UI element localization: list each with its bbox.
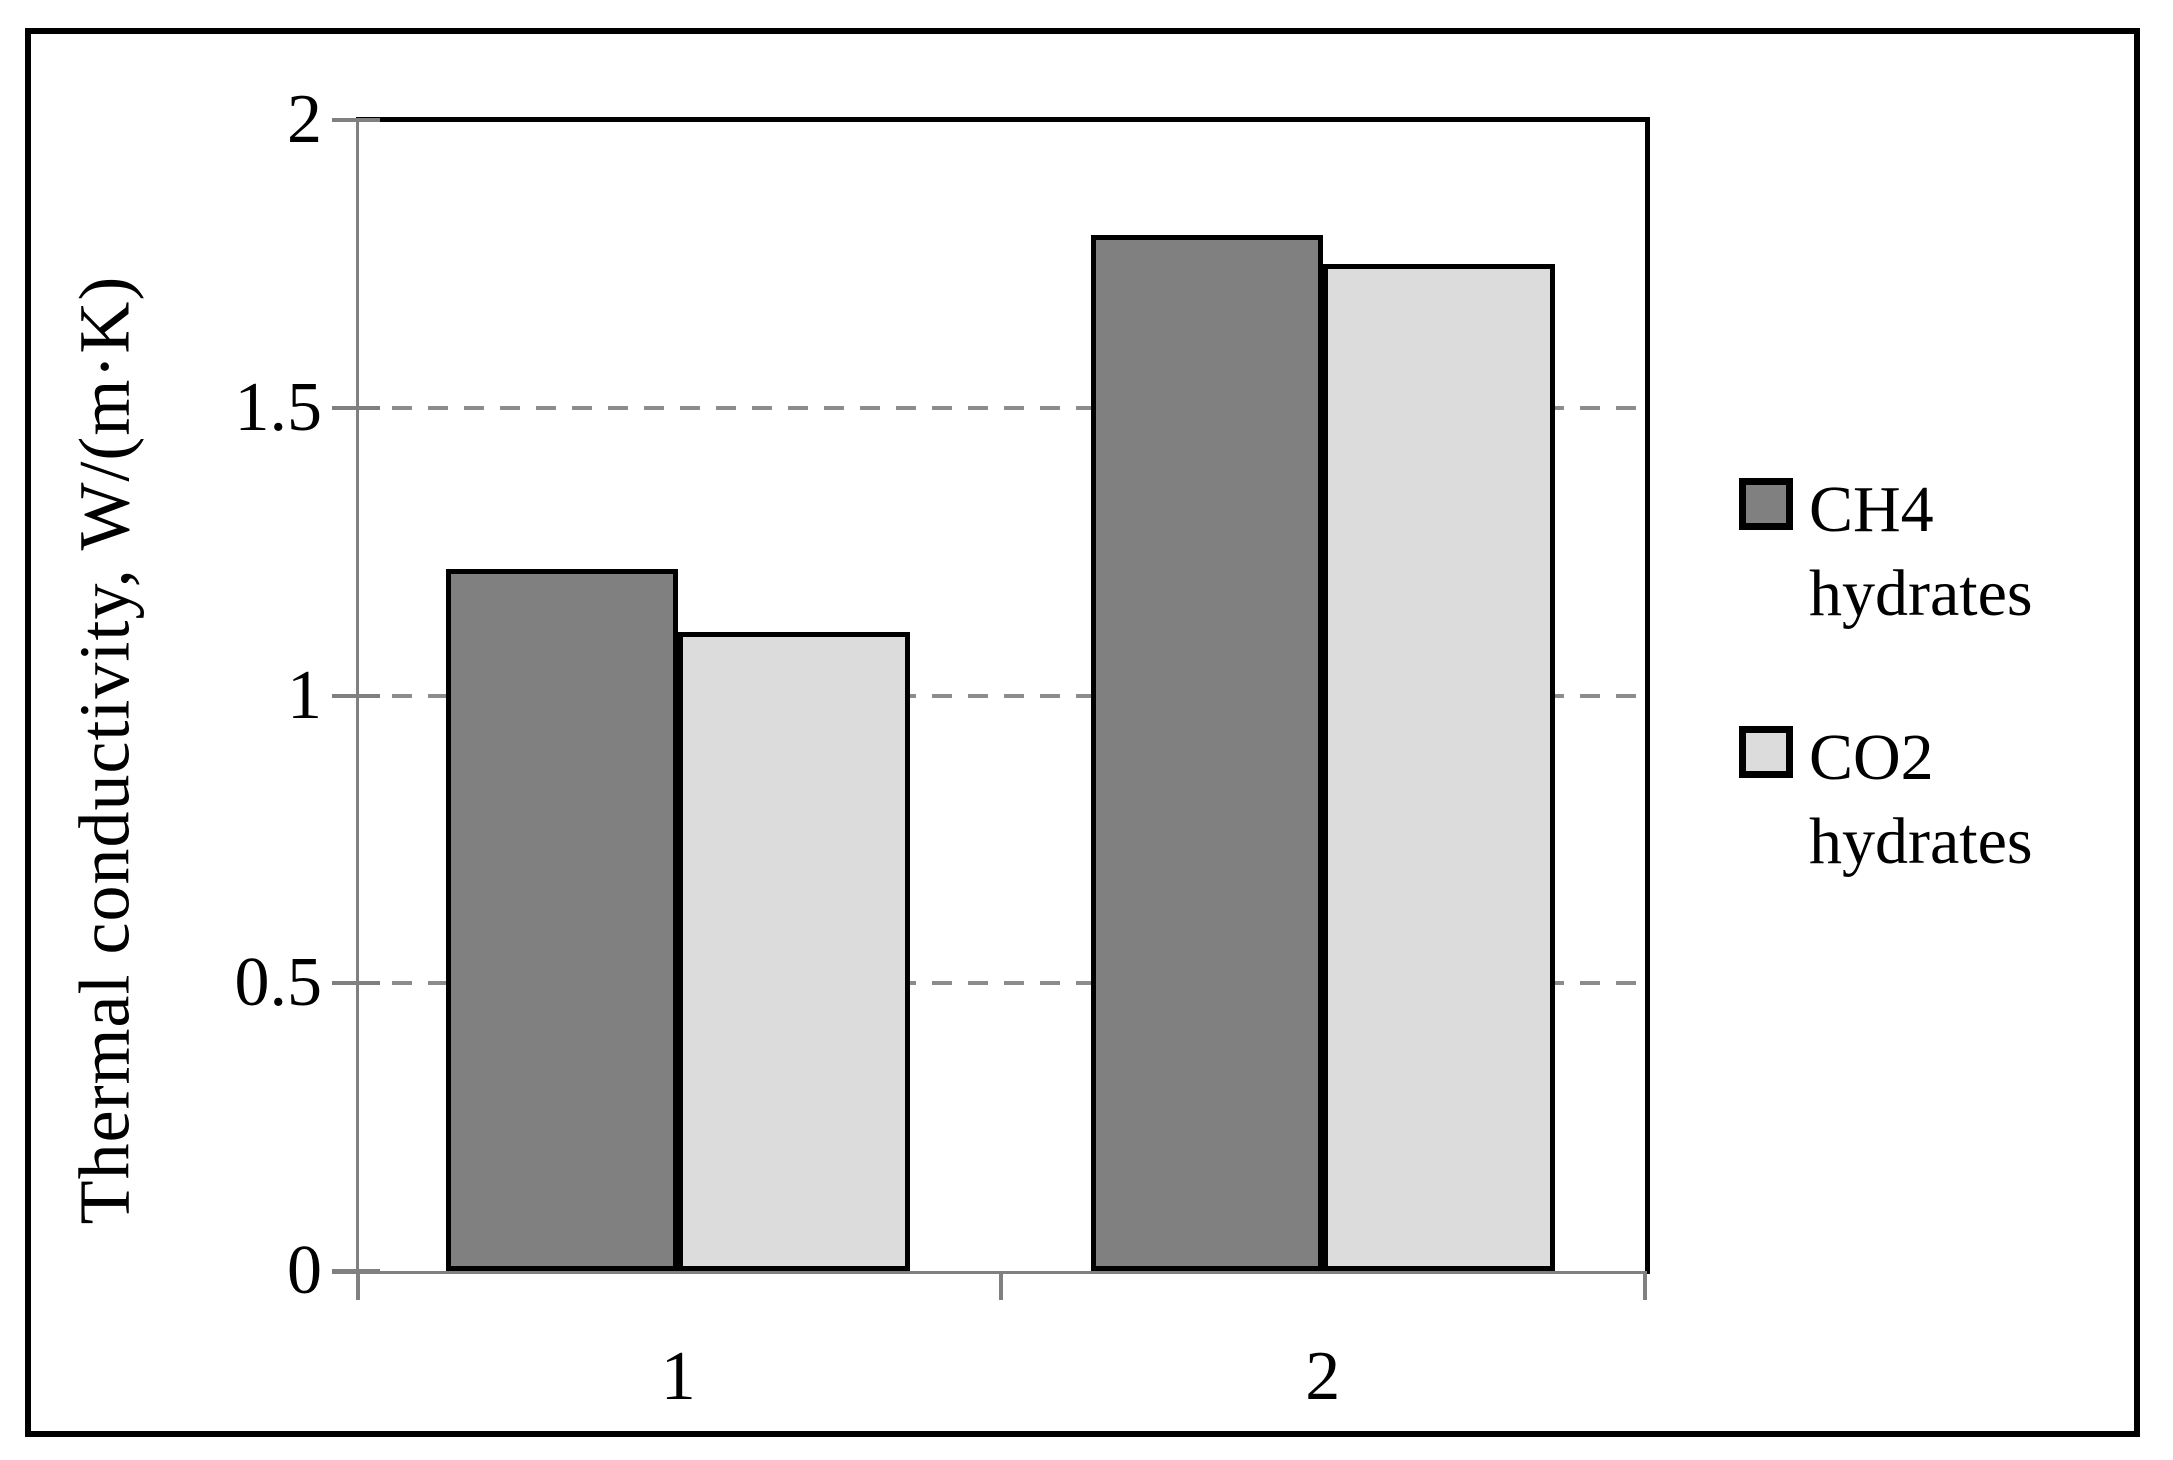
- legend-label: CH4 hydrates: [1809, 473, 2033, 630]
- y-axis-title: Thermal conductivity, W/(m·K): [64, 275, 145, 1225]
- legend-swatch-co2-icon: [1739, 726, 1793, 778]
- x-category-label-2: 2: [1305, 1338, 1341, 1415]
- legend-item-co2: CO2 hydrates: [1739, 716, 2089, 884]
- y-tick-label-2: 2: [287, 81, 322, 158]
- y-tick-label-0.5: 0.5: [234, 944, 323, 1022]
- x-axis-line: [332, 1271, 1645, 1274]
- bar-ch4-cat1: [446, 568, 679, 1271]
- legend-item-ch4: CH4 hydrates: [1739, 468, 2089, 636]
- gridline-y-0.5: [356, 981, 1645, 986]
- x-tick-0: [356, 1271, 360, 1300]
- y-tick-1: [332, 693, 380, 698]
- x-category-label-1: 1: [660, 1338, 696, 1415]
- bar-co2-cat1: [678, 632, 911, 1271]
- gridline-y-1: [356, 693, 1645, 698]
- y-tick-1.5: [332, 405, 380, 410]
- y-tick-0.5: [332, 981, 380, 986]
- x-tick-1: [998, 1271, 1003, 1300]
- legend-swatch-ch4-icon: [1739, 478, 1793, 530]
- y-axis-line: [356, 120, 359, 1300]
- legend-label: CO2 hydrates: [1809, 721, 2033, 878]
- plot-right-border: [1645, 117, 1650, 1274]
- bar-co2-cat2: [1322, 263, 1555, 1271]
- gridline-y-1.5: [356, 405, 1645, 410]
- y-tick-2: [332, 118, 380, 122]
- plot-top-border: [356, 117, 1650, 122]
- bar-ch4-cat2: [1090, 235, 1323, 1271]
- x-tick-2: [1643, 1271, 1647, 1300]
- y-tick-label-1.5: 1.5: [234, 368, 323, 446]
- y-tick-label-1: 1: [287, 656, 322, 734]
- y-tick-label-0: 0: [287, 1232, 322, 1309]
